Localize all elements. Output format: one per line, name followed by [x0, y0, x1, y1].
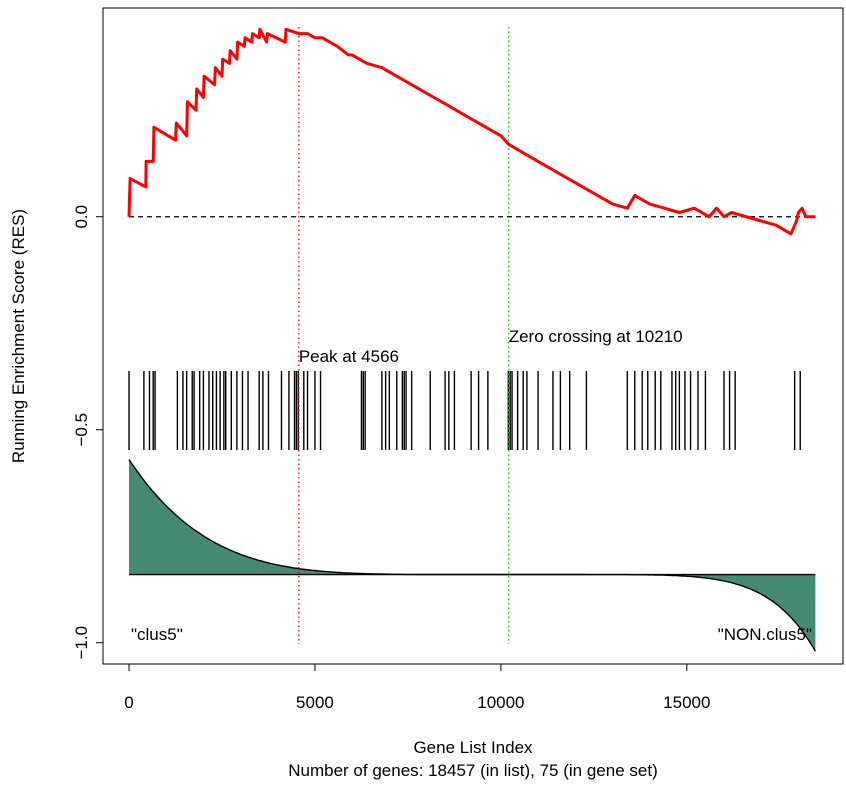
x-tick-label: 0 — [124, 693, 133, 712]
y-tick-label: −0.5 — [72, 413, 91, 447]
phenotype-right-label: "NON.clus5" — [718, 625, 812, 644]
x-axis-subtitle: Number of genes: 18457 (in list), 75 (in… — [288, 761, 657, 780]
ranked-metric-fill — [129, 459, 816, 652]
y-axis: 0.0 −0.5 −1.0 — [72, 205, 104, 660]
peak-label: Peak at 4566 — [299, 347, 399, 366]
zero-crossing-label: Zero crossing at 10210 — [509, 327, 683, 346]
annotation-lines — [298, 27, 510, 644]
phenotype-left-label: "clus5" — [131, 625, 183, 644]
running-enrichment-series — [127, 27, 816, 236]
ranked-metric-area — [128, 459, 817, 652]
enrichment-score-line — [127, 27, 816, 236]
x-tick-label: 10000 — [477, 693, 524, 712]
y-tick-label: −1.0 — [72, 626, 91, 660]
y-axis-label: Running Enrichment Score (RES) — [9, 209, 28, 463]
x-axis: 0 5000 10000 15000 — [124, 663, 710, 712]
x-tick-label: 5000 — [296, 693, 334, 712]
x-tick-label: 15000 — [663, 693, 710, 712]
y-tick-label: 0.0 — [72, 205, 91, 229]
gene-hit-marks — [128, 371, 801, 450]
x-axis-label: Gene List Index — [413, 738, 533, 757]
